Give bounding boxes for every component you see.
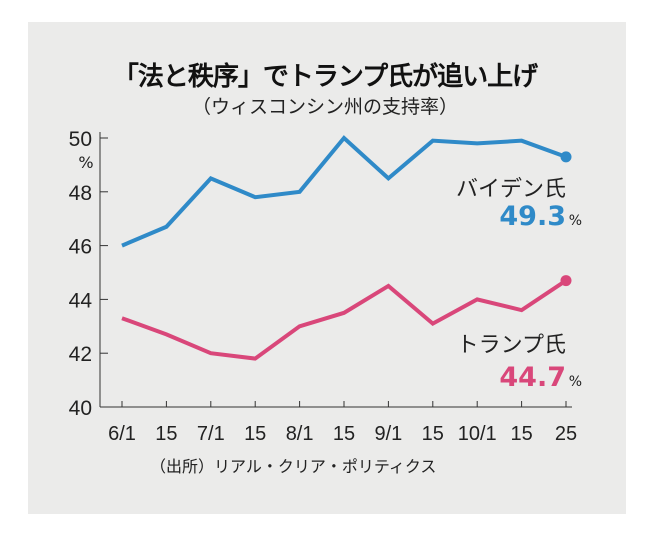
y-tick-label: 42	[69, 343, 92, 366]
x-tick-label: 15	[155, 423, 177, 445]
y-unit-label: %	[78, 153, 93, 172]
chart-subtitle: （ウィスコンシン州の支持率）	[191, 96, 458, 118]
y-tick-label: 44	[69, 289, 93, 312]
x-tick-label: 6/1	[108, 423, 136, 445]
chart-panel	[28, 22, 626, 514]
series-end-point	[560, 275, 572, 287]
x-tick-label: 8/1	[286, 423, 314, 445]
x-tick-label: 15	[422, 423, 444, 445]
y-tick-label: 50	[69, 128, 92, 151]
x-tick-label: 15	[244, 423, 266, 445]
source-note: （出所）リアル・クリア・ポリティクス	[150, 457, 437, 476]
y-tick-label: 40	[69, 397, 92, 420]
x-tick-label: 15	[510, 423, 532, 445]
series-name-label: トランプ氏	[457, 333, 566, 358]
series-unit-label: %	[569, 374, 582, 390]
x-tick-label: 7/1	[197, 423, 225, 445]
y-tick-label: 46	[69, 236, 92, 259]
series-end-point	[560, 151, 572, 163]
x-tick-label: 10/1	[458, 423, 497, 445]
series-final-value: 44.7	[499, 362, 566, 393]
series-unit-label: %	[569, 213, 582, 229]
series-final-value: 49.3	[499, 201, 566, 232]
series-name-label: バイデン氏	[456, 177, 566, 202]
x-tick-label: 25	[555, 423, 577, 445]
x-tick-label: 15	[333, 423, 355, 445]
chart-title: 「法と秩序」でトランプ氏が追い上げ	[112, 62, 538, 92]
y-tick-label: 48	[69, 182, 92, 205]
x-tick-label: 9/1	[374, 423, 402, 445]
